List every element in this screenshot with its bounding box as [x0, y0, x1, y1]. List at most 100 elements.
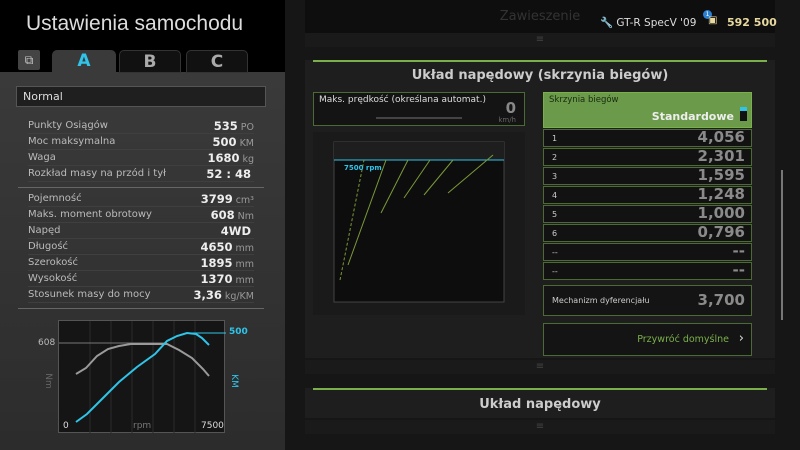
gear-line-4: [403, 159, 431, 199]
max-speed-label: Maks. prędkość (określana automat.): [319, 95, 486, 105]
tab-b[interactable]: B: [119, 50, 181, 73]
divider: [18, 187, 264, 188]
gearbox-type-selector[interactable]: Skrzynia biegów Standardowe: [543, 92, 752, 128]
gear-number: --: [552, 267, 558, 276]
wrench-icon: 🔧: [600, 17, 614, 29]
section-accent: [313, 388, 767, 390]
stat-number: 608: [210, 208, 235, 222]
redline-label: 7500 rpm: [344, 164, 382, 172]
section-title: Układ napędowy: [479, 397, 601, 412]
gear-ratio-value: 1,248: [697, 185, 745, 203]
gear-ratio-value: 0,796: [697, 223, 745, 241]
gear-number: 4: [552, 191, 558, 200]
drag-handle-icon[interactable]: ≡: [305, 420, 775, 434]
stat-number: 3,36: [193, 288, 222, 302]
restore-defaults-label: Przywróć domyślne: [637, 334, 729, 345]
drag-handle-icon[interactable]: ≡: [305, 360, 775, 374]
x-min-label: 0: [63, 421, 69, 431]
stat-label: Waga: [28, 152, 56, 163]
stat-unit: PO: [240, 122, 254, 133]
gear-number: --: [552, 248, 558, 257]
gear-number: 6: [552, 229, 558, 238]
stat-value: 608 Nm: [211, 207, 254, 225]
gear-ratio-row[interactable]: -- --: [543, 243, 752, 261]
stat-number: 4650: [200, 240, 233, 254]
stat-unit: cm³: [235, 195, 254, 206]
chevron-right-icon: ›: [738, 331, 744, 346]
section-suspension[interactable]: Zawieszenie: [305, 0, 775, 33]
divider: [18, 308, 264, 309]
stat-label: Długość: [28, 241, 69, 252]
tab-c[interactable]: C: [186, 50, 248, 73]
power-unit-label: KM: [228, 374, 239, 388]
stat-label: Stosunek masy do mocy: [28, 289, 151, 300]
stat-value: 1895 mm: [200, 255, 254, 273]
gear-ratio-row[interactable]: 2 2,301: [543, 148, 752, 166]
gear-ratio-value: 2,301: [697, 147, 745, 165]
stat-row: Długość 4650 mm: [28, 239, 254, 255]
max-speed-slider[interactable]: [376, 117, 462, 119]
stat-label: Rozkład masy na przód i tył: [28, 168, 166, 179]
gear-ratio-row[interactable]: 1 4,056: [543, 129, 752, 147]
stat-row: Stosunek masy do mocy 3,36 kg/KM: [28, 287, 254, 303]
stat-number: 52 : 48: [206, 167, 251, 181]
torque-unit-label: Nm: [42, 373, 53, 389]
toggle-indicator-icon: [740, 107, 747, 121]
gear-ratio-row[interactable]: 6 0,796: [543, 224, 752, 242]
stat-row: Waga 1680 kg: [28, 150, 254, 166]
stat-unit: mm: [235, 243, 254, 254]
section-drivetrain[interactable]: Układ napędowy: [305, 388, 775, 418]
gear-ratio-graph: 7500 rpm: [313, 132, 525, 315]
stat-row: Wysokość 1370 mm: [28, 271, 254, 287]
gear-ratio-value: 4,056: [697, 128, 745, 146]
gear-ratio-value: --: [732, 242, 745, 260]
power-curve: [75, 331, 210, 423]
stat-number: 500: [212, 135, 237, 149]
stat-unit: mm: [235, 259, 254, 270]
x-max-label: 7500: [201, 421, 224, 431]
stat-value: 52 : 48: [206, 166, 254, 184]
stat-unit: KM: [239, 138, 254, 149]
stat-value: 4WD: [221, 223, 254, 241]
x-axis-label: rpm: [133, 421, 152, 431]
gearbox-label: Skrzynia biegów: [549, 95, 619, 105]
differential-label: Mechanizm dyferencjału: [552, 296, 650, 305]
scrollbar[interactable]: [781, 170, 783, 320]
gear-line-3: [380, 159, 409, 214]
stat-unit: kg/KM: [224, 291, 254, 302]
preset-dropdown[interactable]: Normal: [16, 86, 266, 107]
stat-value: 1680 kg: [207, 150, 254, 168]
gear-ratio-row[interactable]: -- --: [543, 262, 752, 280]
section-title: Układ napędowy (skrzynia biegów): [411, 68, 669, 83]
tab-a[interactable]: A: [52, 50, 116, 73]
stat-label: Maks. moment obrotowy: [28, 209, 152, 220]
stat-number: 1680: [207, 151, 240, 165]
max-speed-unit: km/h: [498, 116, 516, 124]
torque-max-label: 608: [38, 338, 56, 348]
stat-value: 1370 mm: [200, 271, 254, 289]
gear-ratio-value: --: [732, 261, 745, 279]
stat-row: Moc maksymalna 500 KM: [28, 134, 254, 150]
notification-badge: 1: [703, 10, 712, 19]
gear-number: 3: [552, 172, 558, 181]
stat-label: Moc maksymalna: [28, 136, 116, 147]
max-speed-box[interactable]: Maks. prędkość (określana automat.) 0 km…: [313, 92, 525, 126]
gear-ratio-row[interactable]: 4 1,248: [543, 186, 752, 204]
stat-number: 535: [213, 119, 238, 133]
stat-number: 1370: [200, 272, 233, 286]
drag-handle-icon[interactable]: ≡: [305, 33, 775, 47]
restore-defaults-button[interactable]: Przywróć domyślne ›: [543, 323, 752, 356]
stat-unit: Nm: [237, 211, 254, 222]
stat-row: Szerokość 1895 mm: [28, 255, 254, 271]
gear-number: 1: [552, 134, 558, 143]
copy-settings-icon[interactable]: ⧉: [18, 50, 40, 70]
stat-label: Napęd: [28, 225, 61, 236]
differential-ratio[interactable]: Mechanizm dyferencjału 3,700: [543, 285, 752, 316]
stat-value: 535 PO: [214, 118, 254, 136]
gear-ratio-value: 1,595: [697, 166, 745, 184]
gear-ratio-row[interactable]: 3 1,595: [543, 167, 752, 185]
max-speed-value: 0: [505, 99, 516, 117]
page-title: Ustawienia samochodu: [26, 12, 244, 35]
gear-ratio-row[interactable]: 5 1,000: [543, 205, 752, 223]
gearbox-type: Standardowe: [651, 110, 734, 123]
